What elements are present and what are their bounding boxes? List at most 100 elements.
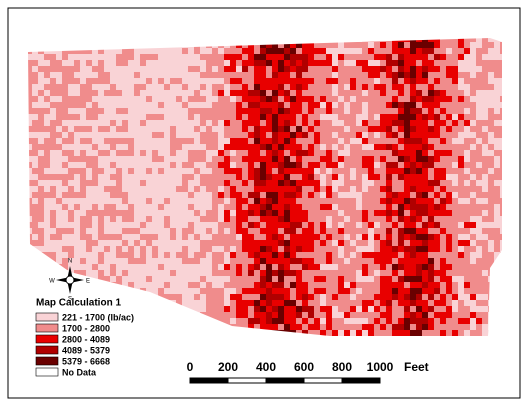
raster-cell xyxy=(416,120,422,126)
raster-cell xyxy=(314,222,320,228)
raster-cell xyxy=(62,138,68,144)
raster-cell xyxy=(122,96,128,102)
raster-cell xyxy=(434,84,440,90)
raster-cell xyxy=(122,240,128,246)
raster-cell xyxy=(482,174,488,180)
raster-cell xyxy=(488,204,494,210)
raster-cell xyxy=(194,102,200,108)
raster-cell xyxy=(482,138,488,144)
raster-cell xyxy=(404,246,410,252)
raster-cell xyxy=(254,282,260,288)
raster-cell xyxy=(404,300,410,306)
raster-cell xyxy=(92,210,98,216)
raster-cell xyxy=(458,102,464,108)
raster-cell xyxy=(458,270,464,276)
raster-cell xyxy=(386,102,392,108)
raster-cell xyxy=(314,102,320,108)
raster-cell xyxy=(224,48,230,54)
raster-cell xyxy=(146,150,152,156)
raster-cell xyxy=(278,198,284,204)
raster-cell xyxy=(254,300,260,306)
raster-cell xyxy=(338,108,344,114)
raster-cell xyxy=(284,270,290,276)
raster-cell xyxy=(68,108,74,114)
raster-cell xyxy=(368,114,374,120)
raster-cell xyxy=(38,126,44,132)
raster-cell xyxy=(434,210,440,216)
raster-cell xyxy=(344,228,350,234)
raster-cell xyxy=(62,132,68,138)
raster-cell xyxy=(170,198,176,204)
raster-cell xyxy=(194,126,200,132)
raster-cell xyxy=(446,162,452,168)
raster-cell xyxy=(140,198,146,204)
raster-cell xyxy=(230,78,236,84)
raster-cell xyxy=(308,186,314,192)
raster-cell xyxy=(260,84,266,90)
raster-cell xyxy=(368,240,374,246)
raster-cell xyxy=(422,48,428,54)
raster-cell xyxy=(134,246,140,252)
raster-cell xyxy=(440,210,446,216)
raster-cell xyxy=(386,276,392,282)
raster-cell xyxy=(338,222,344,228)
raster-cell xyxy=(416,330,422,336)
raster-cell xyxy=(458,276,464,282)
raster-cell xyxy=(362,48,368,54)
raster-cell xyxy=(302,258,308,264)
raster-cell xyxy=(92,126,98,132)
raster-cell xyxy=(110,126,116,132)
raster-cell xyxy=(224,276,230,282)
raster-cell xyxy=(476,108,482,114)
raster-cell xyxy=(458,210,464,216)
raster-cell xyxy=(302,234,308,240)
raster-cell xyxy=(386,42,392,48)
raster-cell xyxy=(380,204,386,210)
raster-cell xyxy=(38,78,44,84)
raster-cell xyxy=(392,78,398,84)
raster-cell xyxy=(134,90,140,96)
raster-cell xyxy=(164,240,170,246)
raster-cell xyxy=(248,78,254,84)
raster-cell xyxy=(266,252,272,258)
raster-cell xyxy=(272,228,278,234)
raster-cell xyxy=(296,198,302,204)
raster-cell xyxy=(176,240,182,246)
raster-cell xyxy=(194,192,200,198)
raster-cell xyxy=(38,168,44,174)
raster-cell xyxy=(152,186,158,192)
raster-cell xyxy=(422,276,428,282)
raster-cell xyxy=(182,156,188,162)
raster-cell xyxy=(290,66,296,72)
raster-cell xyxy=(350,42,356,48)
raster-cell xyxy=(428,54,434,60)
raster-cell xyxy=(476,150,482,156)
raster-cell xyxy=(344,282,350,288)
raster-cell xyxy=(404,42,410,48)
raster-cell xyxy=(284,180,290,186)
raster-cell xyxy=(308,48,314,54)
raster-cell xyxy=(470,120,476,126)
raster-cell xyxy=(440,156,446,162)
raster-cell xyxy=(326,252,332,258)
raster-cell xyxy=(386,294,392,300)
raster-cell xyxy=(446,42,452,48)
raster-cell xyxy=(446,186,452,192)
raster-cell xyxy=(392,276,398,282)
raster-cell xyxy=(440,228,446,234)
raster-cell xyxy=(176,180,182,186)
raster-cell xyxy=(386,114,392,120)
raster-cell xyxy=(50,84,56,90)
raster-cell xyxy=(50,156,56,162)
raster-cell xyxy=(320,324,326,330)
raster-cell xyxy=(164,186,170,192)
raster-cell xyxy=(62,198,68,204)
raster-cell xyxy=(68,72,74,78)
raster-cell xyxy=(416,318,422,324)
raster-cell xyxy=(50,210,56,216)
raster-cell xyxy=(464,78,470,84)
raster-cell xyxy=(212,186,218,192)
raster-cell xyxy=(68,240,74,246)
raster-cell xyxy=(92,114,98,120)
raster-cell xyxy=(482,216,488,222)
